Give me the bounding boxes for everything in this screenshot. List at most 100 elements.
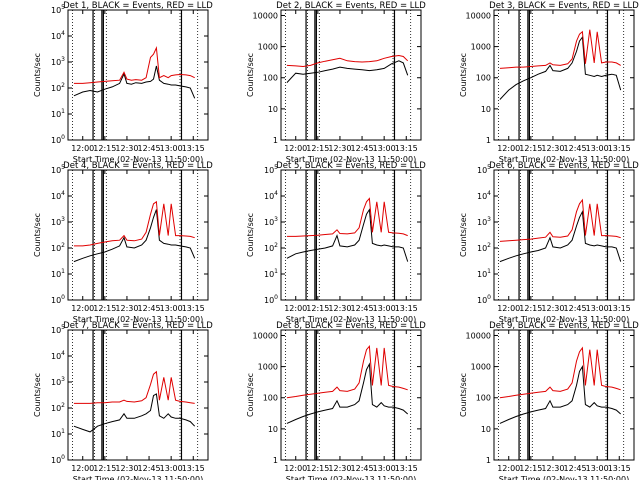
x-tick-label: 12:45 xyxy=(138,144,161,153)
x-axis-label: Start Time (02-Nov-13 11:50:00) xyxy=(73,315,203,324)
series-lld-line xyxy=(73,200,195,247)
series-events-line xyxy=(73,65,196,99)
x-tick-label: 13:15 xyxy=(182,144,205,153)
y-axis-label: Counts/sec xyxy=(246,53,255,97)
plot-frame xyxy=(280,169,422,301)
x-tick-label: 12:15 xyxy=(306,144,329,153)
y-tick-label: 103 xyxy=(51,376,65,387)
chart-title: Det 2, BLACK = Events, RED = LLD xyxy=(276,1,426,11)
chart-svg: Det 8, BLACK = Events, RED = LLD Counts/s… xyxy=(246,321,426,480)
y-tick-label: 101 xyxy=(264,268,278,279)
x-tick-label: 13:15 xyxy=(395,304,418,313)
chart-title: Det 5, BLACK = Events, RED = LLD xyxy=(276,161,426,171)
y-tick-label: 104 xyxy=(51,30,65,41)
y-tick-label: 102 xyxy=(477,242,491,253)
chart-svg: Det 3, BLACK = Events, RED = LLD Counts/s… xyxy=(459,1,639,164)
x-tick-label: 12:15 xyxy=(306,304,329,313)
y-axis-label: Counts/sec xyxy=(459,213,468,257)
chart-title: Det 3, BLACK = Events, RED = LLD xyxy=(489,1,639,11)
x-tick-label: 12:15 xyxy=(519,464,542,473)
chart-svg: Det 4, BLACK = Events, RED = LLD Counts/s… xyxy=(33,161,213,324)
y-tick-label: 102 xyxy=(51,402,65,413)
y-tick-label: 101 xyxy=(51,108,65,119)
plot-frame xyxy=(280,329,422,461)
chart-svg: Det 9, BLACK = Events, RED = LLD Counts/s… xyxy=(459,321,639,480)
x-tick-label: 12:30 xyxy=(115,464,138,473)
y-tick-label: 104 xyxy=(51,190,65,201)
y-tick-label: 103 xyxy=(264,216,278,227)
y-tick-label: 1 xyxy=(273,136,278,145)
x-tick-label: 12:00 xyxy=(497,464,520,473)
y-tick-label: 104 xyxy=(51,350,65,361)
y-axis-label: Counts/sec xyxy=(33,373,42,417)
plot-frame xyxy=(67,9,209,141)
series-events-line xyxy=(499,209,622,263)
x-tick-label: 13:15 xyxy=(608,464,631,473)
y-axis-label: Counts/sec xyxy=(459,373,468,417)
x-tick-label: 12:45 xyxy=(351,144,374,153)
y-tick-label: 10 xyxy=(481,105,491,114)
x-tick-label: 12:15 xyxy=(306,464,329,473)
x-tick-label: 13:00 xyxy=(373,304,396,313)
x-tick-label: 13:00 xyxy=(586,464,609,473)
y-tick-label: 10 xyxy=(481,425,491,434)
y-tick-label: 1 xyxy=(486,456,491,465)
x-tick-label: 12:00 xyxy=(284,464,307,473)
x-tick-label: 12:00 xyxy=(71,144,94,153)
detector-panel-5: Det 5, BLACK = Events, RED = LLD Counts/s… xyxy=(213,160,426,324)
series-lld-line xyxy=(286,54,409,68)
series-events-line xyxy=(499,35,622,100)
x-tick-label: 12:00 xyxy=(497,144,520,153)
x-tick-label: 13:00 xyxy=(160,304,183,313)
x-tick-label: 12:30 xyxy=(541,144,564,153)
y-tick-label: 100 xyxy=(476,394,491,403)
x-tick-label: 13:00 xyxy=(160,464,183,473)
y-tick-label: 101 xyxy=(51,428,65,439)
y-tick-label: 101 xyxy=(477,268,491,279)
chart-title: Det 1, BLACK = Events, RED = LLD xyxy=(63,1,213,11)
detector-panel-4: Det 4, BLACK = Events, RED = LLD Counts/s… xyxy=(0,160,213,324)
y-axis-label: Counts/sec xyxy=(33,213,42,257)
y-axis-label: Counts/sec xyxy=(459,53,468,97)
x-tick-label: 13:00 xyxy=(373,464,396,473)
detector-panel-9: Det 9, BLACK = Events, RED = LLD Counts/s… xyxy=(426,320,639,480)
x-axis-label: Start Time (02-Nov-13 11:50:00) xyxy=(499,155,629,164)
x-tick-label: 12:45 xyxy=(138,304,161,313)
x-tick-label: 13:15 xyxy=(182,464,205,473)
x-axis-label: Start Time (02-Nov-13 11:50:00) xyxy=(286,315,416,324)
y-tick-label: 105 xyxy=(51,4,65,15)
y-tick-label: 100 xyxy=(264,294,278,305)
detector-panel-6: Det 6, BLACK = Events, RED = LLD Counts/s… xyxy=(426,160,639,324)
y-tick-label: 104 xyxy=(477,190,491,201)
series-lld-line xyxy=(499,29,621,69)
x-tick-label: 13:00 xyxy=(160,144,183,153)
x-tick-label: 12:00 xyxy=(71,304,94,313)
x-tick-label: 12:30 xyxy=(541,304,564,313)
detector-panel-3: Det 3, BLACK = Events, RED = LLD Counts/s… xyxy=(426,0,639,164)
y-tick-label: 100 xyxy=(51,294,65,305)
chart-title: Det 4, BLACK = Events, RED = LLD xyxy=(63,161,213,171)
chart-title: Det 7, BLACK = Events, RED = LLD xyxy=(63,321,213,331)
x-tick-label: 12:45 xyxy=(138,464,161,473)
x-axis-label: Start Time (02-Nov-13 11:50:00) xyxy=(499,475,629,480)
y-tick-label: 102 xyxy=(264,242,278,253)
x-tick-label: 12:15 xyxy=(93,304,116,313)
x-tick-label: 13:15 xyxy=(182,304,205,313)
x-tick-label: 12:45 xyxy=(564,304,587,313)
x-tick-label: 12:15 xyxy=(519,304,542,313)
x-tick-label: 12:00 xyxy=(71,464,94,473)
chart-svg: Det 1, BLACK = Events, RED = LLD Counts/s… xyxy=(33,1,213,164)
y-tick-label: 1000 xyxy=(471,363,491,372)
chart-svg: Det 5, BLACK = Events, RED = LLD Counts/s… xyxy=(246,161,426,324)
y-tick-label: 104 xyxy=(264,190,278,201)
x-tick-label: 13:00 xyxy=(586,144,609,153)
plot-frame xyxy=(67,169,209,301)
x-tick-label: 12:45 xyxy=(564,464,587,473)
x-tick-label: 12:45 xyxy=(564,144,587,153)
y-tick-label: 101 xyxy=(51,268,65,279)
x-tick-label: 13:15 xyxy=(395,464,418,473)
y-tick-label: 1000 xyxy=(258,363,278,372)
y-tick-label: 1 xyxy=(486,136,491,145)
x-axis-label: Start Time (02-Nov-13 11:50:00) xyxy=(286,475,416,480)
y-tick-label: 100 xyxy=(263,74,278,83)
